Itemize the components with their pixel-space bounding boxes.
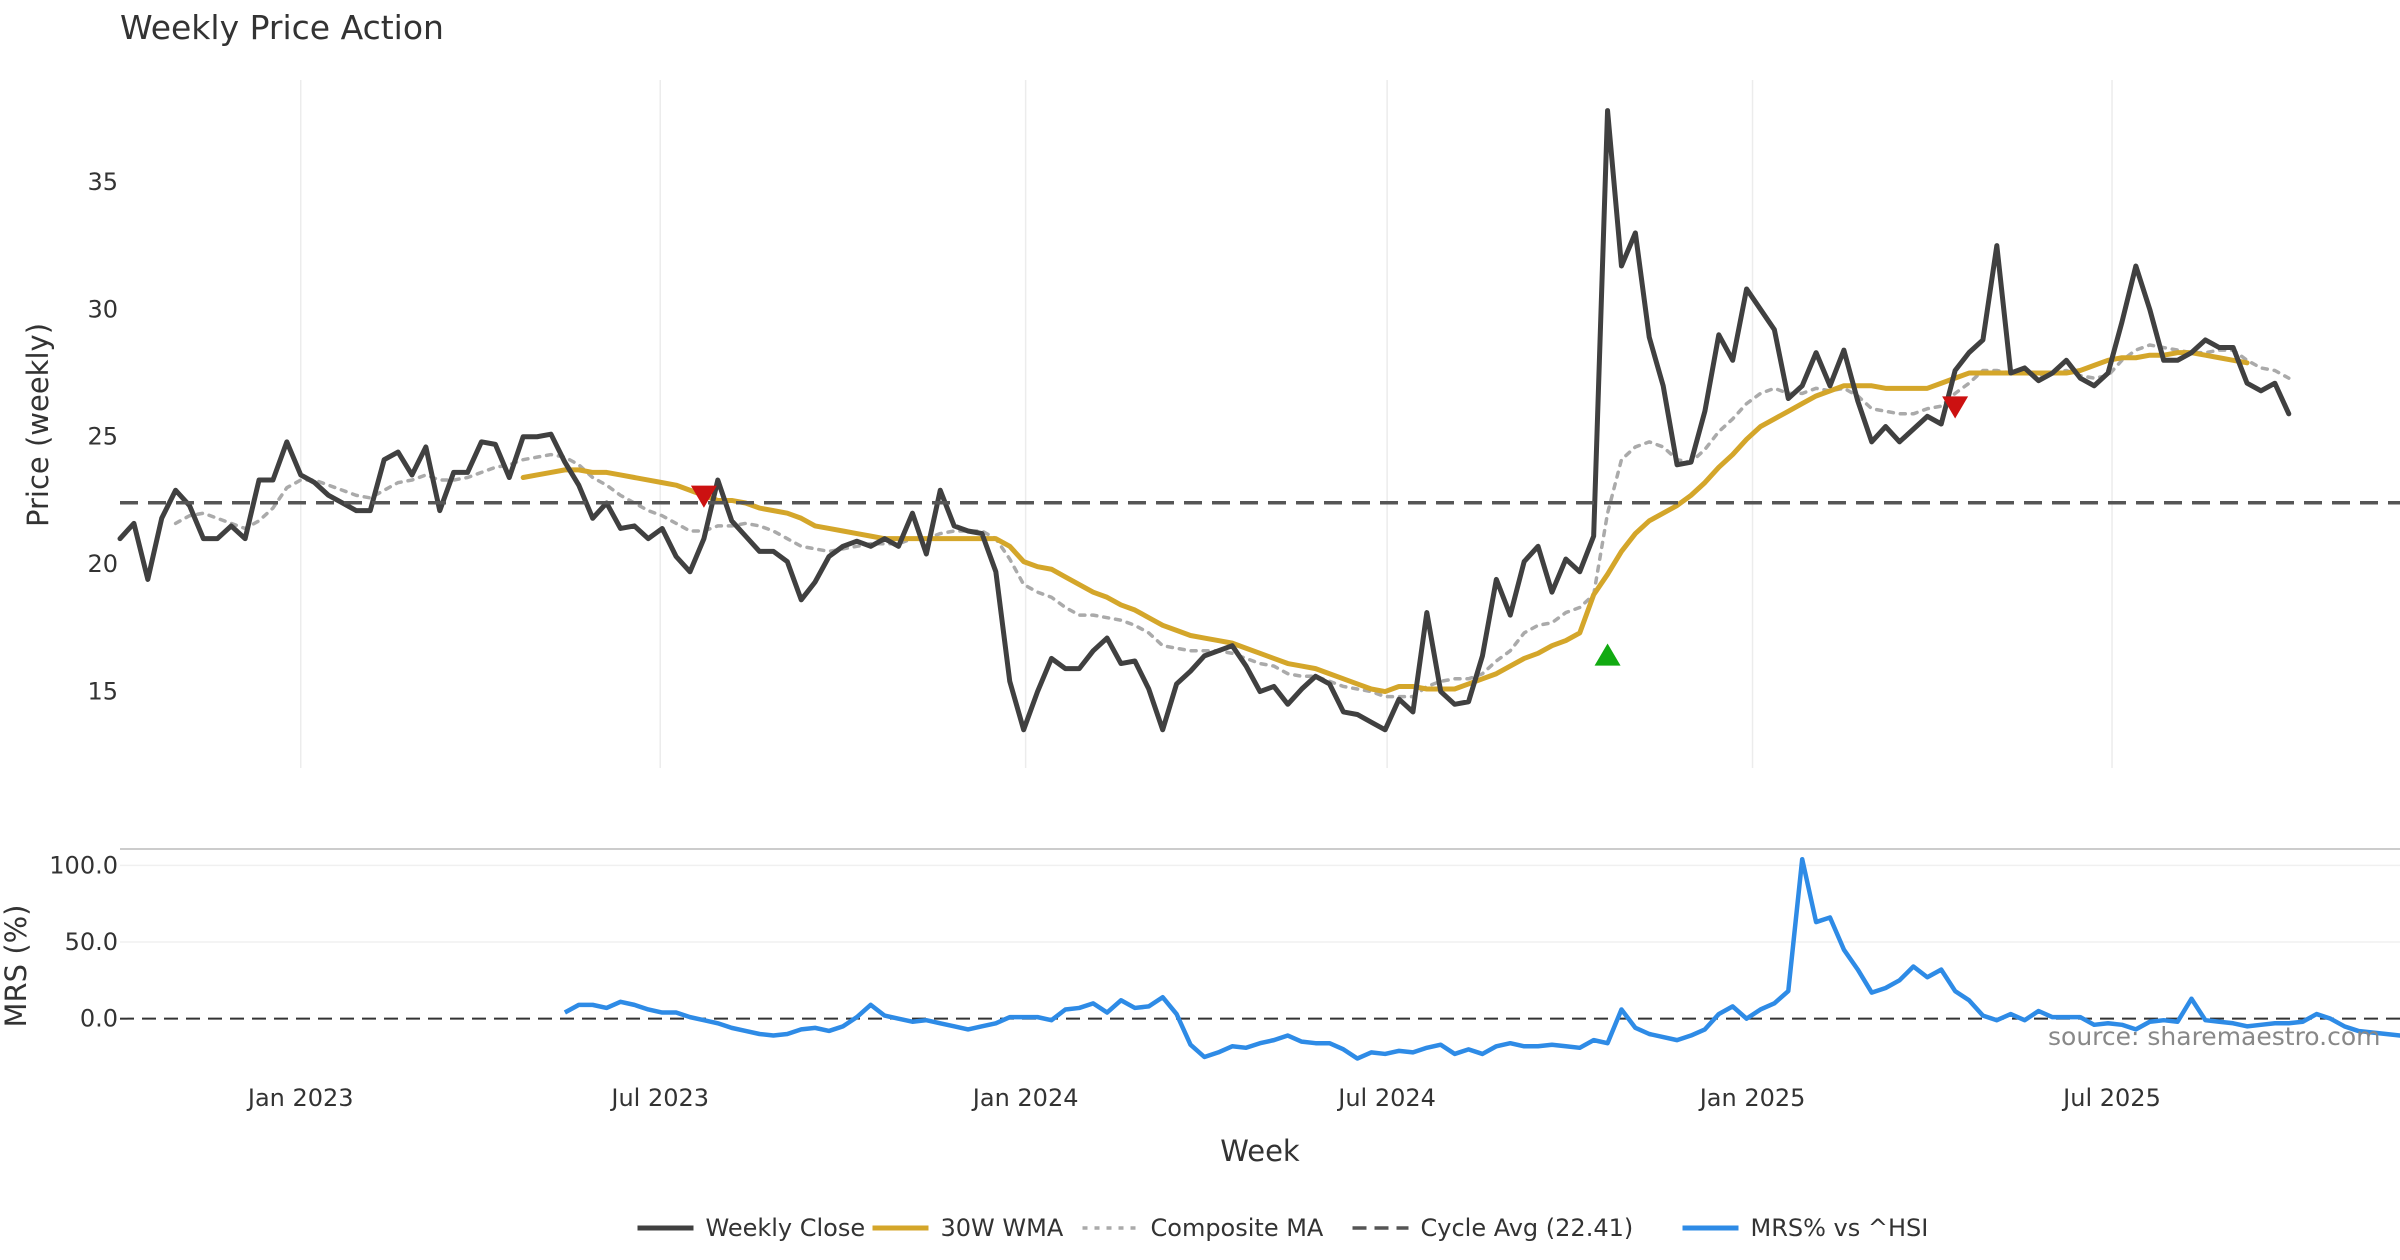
price-series [117, 108, 2400, 733]
x-tick-label: Jul 2025 [2061, 1084, 2161, 1112]
mrs-vs-hsi-line [563, 856, 2400, 1061]
x-tick-label: Jul 2023 [609, 1084, 709, 1112]
legend-item: Weekly Close [637, 1214, 866, 1242]
x-ticks: Jan 2023 Jul 2023 Jan 2024 Jul 2024 Jan 2025… [246, 1084, 2161, 1112]
x-tick-label: Jan 2024 [971, 1084, 1079, 1112]
legend-item: MRS% vs ^HSI [1682, 1214, 1929, 1242]
signal-marker-sell [690, 485, 717, 508]
x-tick-label: Jan 2025 [1698, 1084, 1806, 1112]
30w-wma-line [520, 350, 2250, 695]
mrs-y-axis-label: MRS (%) [0, 905, 33, 1028]
legend-item: 30W WMA [872, 1214, 1064, 1242]
signal-marker-sell [1942, 396, 1969, 419]
legend: Weekly Close 30W WMA Composite MA Cycle Avg… [637, 1214, 1929, 1242]
watermark: source: sharemaestro.com [2048, 1022, 2381, 1051]
price-y-tick-label: 35 [87, 168, 118, 196]
price-y-ticks: 15 20 25 30 35 [87, 168, 118, 706]
mrs-y-tick-label: 50.0 [65, 928, 118, 956]
legend-label: Composite MA [1151, 1214, 1324, 1242]
price-y-tick-label: 20 [87, 550, 118, 578]
weekly-close-line [117, 108, 2292, 733]
mrs-y-ticks: 0.0 50.0 100.0 [49, 851, 118, 1032]
chart-title: Weekly Price Action [120, 8, 444, 47]
legend-label: Weekly Close [706, 1214, 866, 1242]
signal-markers [690, 396, 1969, 666]
mrs-y-tick-label: 100.0 [49, 851, 118, 879]
mrs-y-tick-label: 0.0 [80, 1005, 118, 1033]
legend-label: 30W WMA [941, 1214, 1064, 1242]
legend-item: Cycle Avg (22.41) [1352, 1214, 1634, 1242]
legend-label: Cycle Avg (22.41) [1421, 1214, 1634, 1242]
x-tick-label: Jan 2023 [246, 1084, 354, 1112]
x-tick-label: Jul 2024 [1336, 1084, 1436, 1112]
gridlines [120, 80, 2400, 943]
signal-marker-buy [1594, 643, 1621, 666]
price-y-tick-label: 30 [87, 295, 118, 323]
legend-label: MRS% vs ^HSI [1751, 1214, 1929, 1242]
legend-item: Composite MA [1082, 1214, 1324, 1242]
price-y-tick-label: 25 [87, 423, 118, 451]
price-y-axis-label: Price (weekly) [21, 323, 55, 527]
mrs-series [120, 856, 2400, 1061]
x-axis-label: Week [1220, 1134, 1300, 1168]
price-y-tick-label: 15 [87, 678, 118, 706]
composite-ma-line [173, 343, 2291, 699]
